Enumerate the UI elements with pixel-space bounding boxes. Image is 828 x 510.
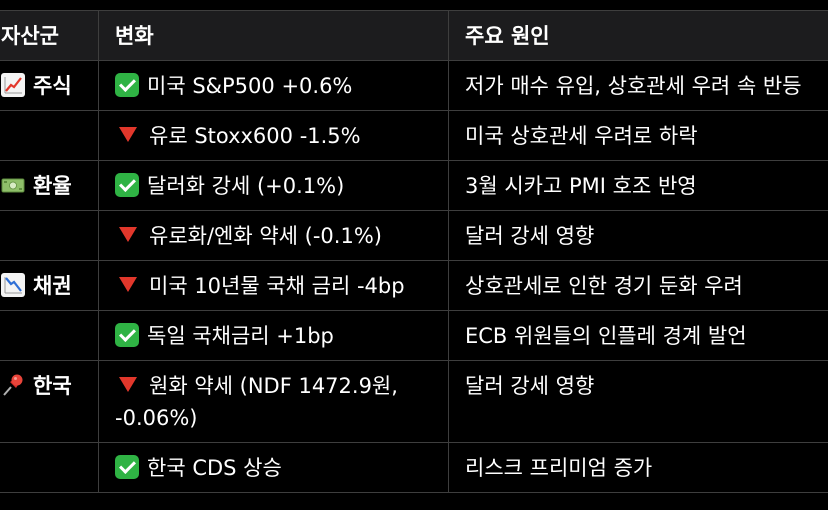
check-mark-icon	[115, 455, 139, 479]
check-mark-icon	[115, 173, 139, 197]
pushpin-icon	[1, 373, 25, 397]
reason-cell: 달러 강세 영향	[448, 360, 828, 443]
change-cell: 원화 약세 (NDF 1472.9원, -0.06%)	[98, 360, 449, 443]
change-text: 달러화 강세 (+0.1%)	[147, 174, 345, 198]
table-header-row: 자산군 변화 주요 원인	[0, 10, 828, 61]
change-text: 유로화/엔화 약세 (-0.1%)	[149, 224, 382, 248]
red-down-triangle-icon	[119, 277, 137, 292]
change-text: 원화 약세 (NDF 1472.9원, -0.06%)	[115, 374, 398, 430]
category-cell	[0, 210, 99, 261]
red-down-triangle-icon	[119, 227, 137, 242]
change-cell: 미국 S&P500 +0.6%	[98, 60, 449, 111]
change-text: 미국 S&P500 +0.6%	[147, 74, 353, 98]
market-summary-table-container: 자산군 변화 주요 원인 주식 미국 S&P500 +0.6% 저가 매수 유입…	[0, 10, 828, 493]
red-down-triangle-icon	[119, 127, 137, 142]
dollar-banknote-icon	[1, 173, 25, 197]
header-category: 자산군	[0, 10, 99, 61]
header-change: 변화	[98, 10, 449, 61]
reason-cell: 미국 상호관세 우려로 하락	[448, 110, 828, 161]
reason-cell: 저가 매수 유입, 상호관세 우려 속 반등	[448, 60, 828, 111]
change-text: 한국 CDS 상승	[147, 456, 282, 480]
check-mark-icon	[115, 323, 139, 347]
change-cell: 독일 국채금리 +1bp	[98, 310, 449, 361]
market-summary-table: 자산군 변화 주요 원인 주식 미국 S&P500 +0.6% 저가 매수 유입…	[0, 10, 828, 493]
table-row: 유로화/엔화 약세 (-0.1%) 달러 강세 영향	[0, 210, 828, 261]
category-cell	[0, 442, 99, 493]
table-row: 채권 미국 10년물 국채 금리 -4bp 상호관세로 인한 경기 둔화 우려	[0, 260, 828, 311]
red-down-triangle-icon	[119, 377, 137, 392]
reason-cell: 달러 강세 영향	[448, 210, 828, 261]
category-cell: 주식	[0, 60, 99, 111]
table-row: 주식 미국 S&P500 +0.6% 저가 매수 유입, 상호관세 우려 속 반…	[0, 60, 828, 111]
change-cell: 미국 10년물 국채 금리 -4bp	[98, 260, 449, 311]
table-row: 한국 CDS 상승 리스크 프리미엄 증가	[0, 442, 828, 493]
change-cell: 한국 CDS 상승	[98, 442, 449, 493]
category-cell: 환율	[0, 160, 99, 211]
table-row: 환율 달러화 강세 (+0.1%) 3월 시카고 PMI 호조 반영	[0, 160, 828, 211]
chart-increasing-icon	[1, 73, 25, 97]
category-cell: 한국	[0, 360, 99, 443]
change-cell: 달러화 강세 (+0.1%)	[98, 160, 449, 211]
reason-cell: 리스크 프리미엄 증가	[448, 442, 828, 493]
category-cell	[0, 110, 99, 161]
reason-cell: ECB 위원들의 인플레 경계 발언	[448, 310, 828, 361]
reason-cell: 3월 시카고 PMI 호조 반영	[448, 160, 828, 211]
check-mark-icon	[115, 73, 139, 97]
category-label: 주식	[33, 74, 72, 98]
change-text: 유로 Stoxx600 -1.5%	[149, 124, 361, 148]
reason-cell: 상호관세로 인한 경기 둔화 우려	[448, 260, 828, 311]
change-cell: 유로 Stoxx600 -1.5%	[98, 110, 449, 161]
table-row: 한국 원화 약세 (NDF 1472.9원, -0.06%) 달러 강세 영향	[0, 360, 828, 443]
category-label: 한국	[33, 374, 72, 398]
chart-decreasing-icon	[1, 273, 25, 297]
change-text: 미국 10년물 국채 금리 -4bp	[149, 274, 405, 298]
category-label: 환율	[33, 174, 72, 198]
change-text: 독일 국채금리 +1bp	[147, 324, 334, 348]
table-row: 유로 Stoxx600 -1.5% 미국 상호관세 우려로 하락	[0, 110, 828, 161]
table-row: 독일 국채금리 +1bp ECB 위원들의 인플레 경계 발언	[0, 310, 828, 361]
header-reason: 주요 원인	[448, 10, 828, 61]
category-cell	[0, 310, 99, 361]
category-cell: 채권	[0, 260, 99, 311]
category-label: 채권	[33, 274, 72, 298]
change-cell: 유로화/엔화 약세 (-0.1%)	[98, 210, 449, 261]
